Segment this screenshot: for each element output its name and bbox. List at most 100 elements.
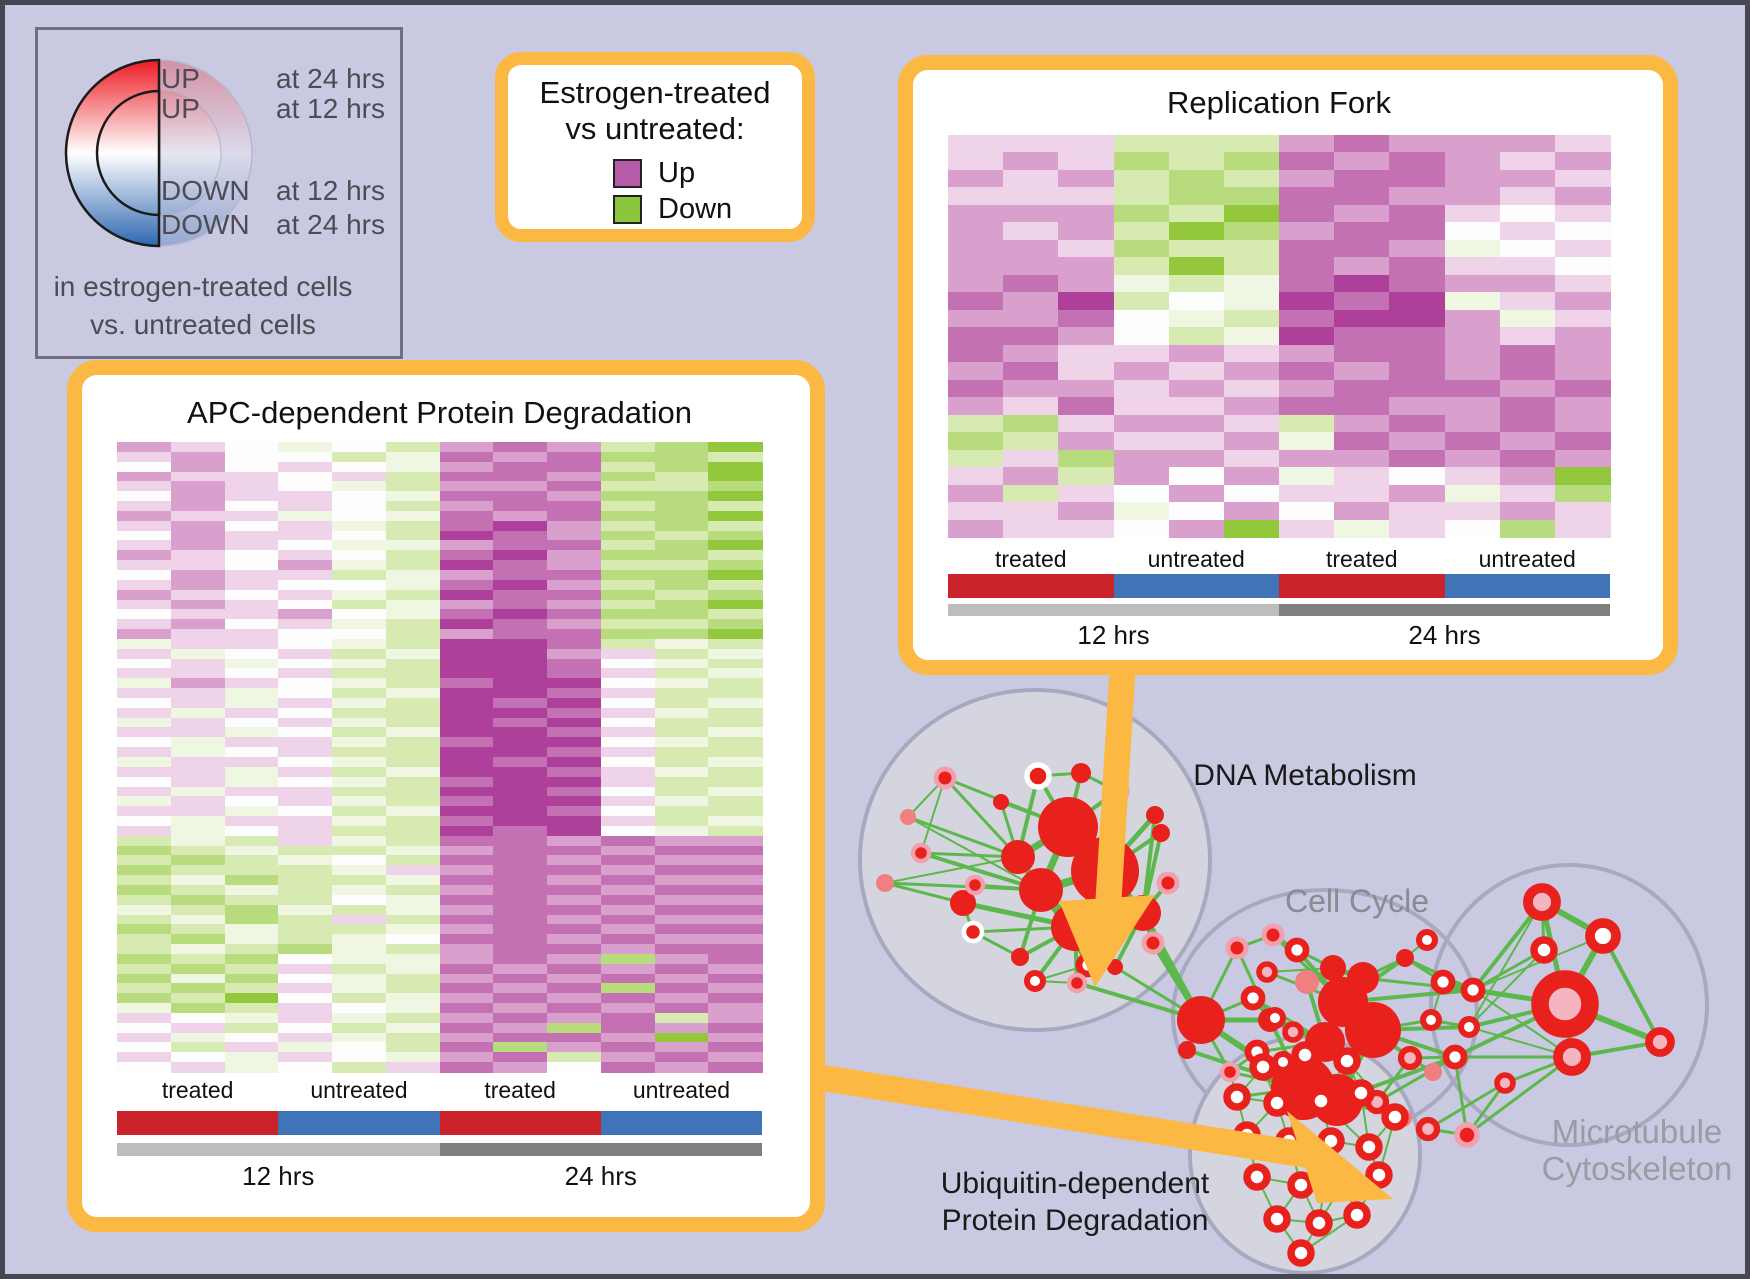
heatmap-cell bbox=[170, 697, 226, 709]
heatmap-cell bbox=[170, 875, 226, 886]
heatmap-cell bbox=[224, 589, 279, 601]
heatmap-row bbox=[948, 292, 1611, 311]
heatmap-cell bbox=[493, 1052, 548, 1063]
heatmap-cell bbox=[224, 993, 279, 1004]
heatmap-cell bbox=[600, 717, 656, 729]
heatmap-cell bbox=[948, 274, 1004, 293]
heatmap-row bbox=[117, 648, 763, 660]
heatmap-cell bbox=[117, 1052, 172, 1063]
heatmap-cell bbox=[117, 550, 172, 561]
heatmap-cell bbox=[170, 707, 226, 719]
heatmap-cell bbox=[654, 1042, 709, 1053]
heatmap-cell bbox=[439, 697, 494, 709]
heatmap-cell bbox=[170, 491, 226, 502]
heatmap-cell bbox=[1168, 519, 1225, 538]
heatmap-cell bbox=[1554, 449, 1611, 468]
heatmap-cell bbox=[439, 963, 494, 975]
heatmap-cell bbox=[1058, 484, 1115, 503]
heatmap-cell bbox=[547, 461, 602, 473]
heatmap-row bbox=[117, 540, 763, 551]
heatmap-cell bbox=[170, 638, 226, 650]
heatmap-cell bbox=[439, 924, 494, 935]
heatmap-cell bbox=[117, 707, 172, 719]
time-label: at 12 hrs bbox=[276, 175, 385, 206]
heatmap-cell bbox=[170, 737, 226, 748]
heatmap-cell bbox=[332, 1062, 387, 1073]
heatmap-row bbox=[117, 796, 763, 807]
heatmap-cell bbox=[493, 530, 548, 542]
down-label: Down bbox=[658, 193, 733, 225]
heatmap-row bbox=[117, 550, 763, 561]
network-node bbox=[1343, 1201, 1371, 1229]
heatmap-cell bbox=[547, 737, 602, 748]
heatmap-cell bbox=[1058, 502, 1115, 521]
heatmap-cell bbox=[1279, 344, 1335, 363]
heatmap-row bbox=[117, 599, 763, 610]
time-group-label: 12 hrs bbox=[242, 1161, 315, 1191]
heatmap-cell bbox=[278, 609, 333, 620]
network-node bbox=[910, 842, 932, 864]
heatmap-cell bbox=[224, 501, 279, 512]
network-node bbox=[1345, 1002, 1401, 1058]
network-node bbox=[964, 874, 986, 896]
heatmap-row bbox=[948, 204, 1611, 223]
network-node bbox=[1019, 868, 1063, 912]
network-node bbox=[1287, 1239, 1315, 1267]
heatmap-row bbox=[117, 865, 763, 876]
heatmap-cell bbox=[708, 875, 763, 886]
heatmap-cell bbox=[600, 658, 656, 669]
heatmap-cell bbox=[1279, 484, 1335, 503]
heatmap-cell bbox=[278, 747, 333, 758]
heatmap-cell bbox=[948, 187, 1004, 206]
heatmap-cell bbox=[385, 501, 441, 512]
heatmap-cell bbox=[1499, 169, 1556, 189]
heatmap-cell bbox=[600, 501, 656, 512]
heatmap-cell bbox=[600, 540, 656, 551]
heatmap-cell bbox=[1113, 519, 1170, 538]
apc-heatmap bbox=[117, 442, 763, 1073]
heatmap-cell bbox=[278, 875, 333, 886]
heatmap-cell bbox=[654, 560, 709, 571]
heatmap-cell bbox=[385, 589, 441, 601]
heatmap-row bbox=[117, 697, 763, 709]
heatmap-cell bbox=[224, 766, 279, 778]
heatmap-cell bbox=[439, 1062, 494, 1073]
heatmap-cell bbox=[278, 1062, 333, 1073]
heatmap-cell bbox=[278, 1052, 333, 1063]
network-edge bbox=[1472, 989, 1573, 1058]
heatmap-cell bbox=[1003, 274, 1059, 293]
heatmap-row bbox=[117, 766, 763, 778]
heatmap-cell bbox=[948, 432, 1004, 451]
heatmap-cell bbox=[1499, 432, 1556, 451]
heatmap-cell bbox=[948, 222, 1004, 241]
heatmap-cell bbox=[1058, 379, 1115, 398]
heatmap-cell bbox=[278, 894, 333, 906]
heatmap-cell bbox=[547, 451, 602, 463]
heatmap-cell bbox=[547, 983, 602, 994]
heatmap-cell bbox=[547, 688, 602, 699]
heatmap-cell bbox=[332, 688, 387, 699]
heatmap-cell bbox=[439, 638, 494, 650]
heatmap-cell bbox=[493, 619, 548, 630]
heatmap-cell bbox=[385, 944, 441, 955]
heatmap-cell bbox=[654, 914, 709, 925]
heatmap-cell bbox=[600, 963, 656, 975]
dir-label: DOWN bbox=[161, 209, 250, 240]
heatmap-cell bbox=[1334, 257, 1390, 276]
heatmap-cell bbox=[439, 835, 494, 847]
heatmap-cell bbox=[278, 599, 333, 610]
heatmap-cell bbox=[170, 757, 226, 768]
heatmap-cell bbox=[278, 520, 333, 532]
heatmap-cell bbox=[708, 648, 763, 660]
heatmap-row bbox=[117, 953, 763, 965]
heatmap-cell bbox=[948, 239, 1004, 258]
heatmap-cell bbox=[600, 1003, 656, 1014]
heatmap-cell bbox=[439, 619, 494, 630]
heatmap-cell bbox=[654, 678, 709, 689]
heatmap-cell bbox=[1279, 292, 1335, 311]
heatmap-cell bbox=[1168, 484, 1225, 503]
cluster-label-line: Microtubule bbox=[1551, 1113, 1723, 1150]
heatmap-cell bbox=[1444, 519, 1501, 538]
heatmap-cell bbox=[170, 835, 226, 847]
heatmap-cell bbox=[1499, 344, 1556, 363]
